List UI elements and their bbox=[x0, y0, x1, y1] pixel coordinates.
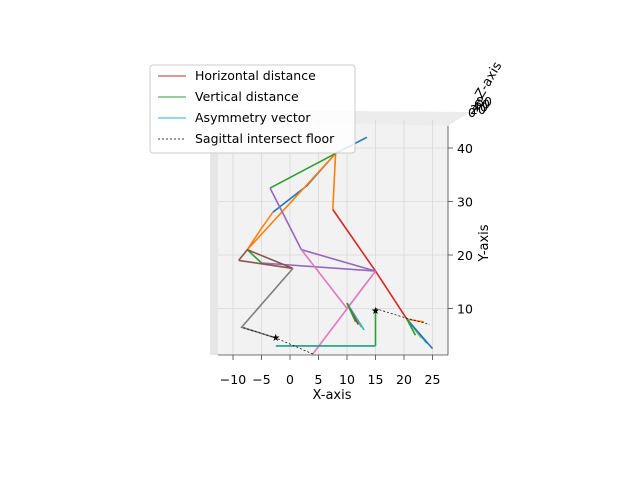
y-tick-label: 40 bbox=[457, 141, 473, 156]
grid-lines bbox=[218, 120, 449, 356]
z-tick-label: 40 bbox=[472, 99, 488, 114]
legend-label-horizontal: Horizontal distance bbox=[195, 68, 316, 83]
legend-label-sagittal: Sagittal intersect floor bbox=[195, 131, 335, 146]
x-tick-label: 20 bbox=[396, 372, 412, 387]
sagittal-floor-line-0 bbox=[375, 308, 430, 325]
left-pane bbox=[210, 120, 218, 355]
series-line-20 bbox=[406, 318, 417, 336]
legend: Horizontal distance Vertical distance As… bbox=[149, 64, 356, 154]
series-line-3 bbox=[246, 249, 263, 264]
x-tick-label: 5 bbox=[315, 372, 323, 387]
x-tick-label: 0 bbox=[286, 372, 294, 387]
star-marker-1: ★ bbox=[271, 333, 280, 344]
y-tick-label: 30 bbox=[457, 195, 473, 210]
y-tick-label: 10 bbox=[457, 302, 473, 317]
x-tick-label: 10 bbox=[339, 372, 355, 387]
legend-box bbox=[149, 64, 356, 154]
series-line-9 bbox=[240, 267, 294, 339]
x-tick-label: −10 bbox=[220, 372, 246, 387]
star-markers: ★★ bbox=[271, 306, 380, 344]
sagittal-floor-lines bbox=[241, 308, 430, 355]
x-axis-ticks: −10 −5 0 5 10 15 20 25 bbox=[220, 355, 441, 387]
series-line-2 bbox=[269, 152, 336, 189]
x-tick-label: −5 bbox=[252, 372, 270, 387]
z-tick-label: 60 bbox=[474, 97, 490, 112]
series-line-8 bbox=[300, 249, 377, 355]
x-axis-title: X-axis bbox=[313, 388, 352, 403]
z-axis-title: Z-axis bbox=[473, 59, 506, 101]
star-marker-0: ★ bbox=[371, 306, 380, 317]
series-line-19 bbox=[406, 318, 434, 350]
z-tick-label: 80 bbox=[476, 94, 492, 109]
legend-label-asymmetry: Asymmetry vector bbox=[195, 110, 311, 125]
y-axis-ticks: 10 20 30 40 bbox=[448, 141, 473, 317]
series-lines bbox=[238, 136, 434, 355]
legend-label-vertical: Vertical distance bbox=[195, 89, 299, 104]
x-tick-label: 15 bbox=[368, 372, 384, 387]
sagittal-floor-line-2 bbox=[275, 337, 313, 355]
sagittal-floor-line-1 bbox=[241, 326, 276, 339]
y-tick-label: 20 bbox=[457, 248, 473, 263]
x-tick-label: 25 bbox=[425, 372, 441, 387]
back-pane bbox=[218, 120, 448, 355]
series-line-15 bbox=[346, 302, 357, 323]
series-line-7 bbox=[238, 248, 294, 270]
z-tick-label: 20 bbox=[470, 102, 486, 117]
y-axis-title: Y-axis bbox=[477, 224, 492, 262]
series-line-6 bbox=[261, 262, 376, 272]
z-tick-label: 0 bbox=[468, 105, 476, 120]
